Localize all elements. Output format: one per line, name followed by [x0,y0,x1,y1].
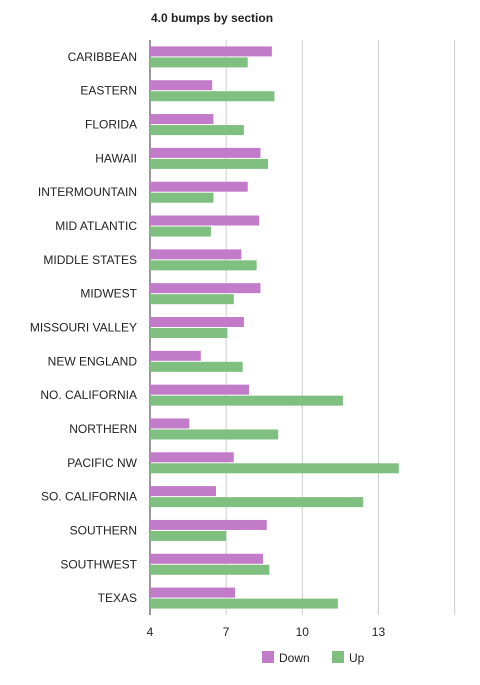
legend-label: Up [349,651,365,665]
bar-down [150,46,272,57]
category-label: NORTHERN [69,422,137,436]
category-label: PACIFIC NW [67,456,137,470]
category-label: MIDDLE STATES [43,253,137,267]
bar-down [150,317,244,327]
category-label: SOUTHERN [70,523,137,537]
bar-up [150,429,279,440]
bar-up [150,57,248,68]
x-tick-label: 7 [223,625,230,639]
x-tick-label: 13 [372,625,386,639]
category-label: SO. CALIFORNIA [41,490,137,504]
bar-up [150,598,338,609]
bar-down [150,587,236,598]
category-label: FLORIDA [85,118,137,132]
bar-up [150,260,257,271]
legend-swatch [262,651,274,663]
category-label: CARIBBEAN [68,50,137,64]
category-label: TEXAS [98,591,137,605]
x-tick-label: 10 [296,625,310,639]
bar-down [150,80,213,91]
bar-down [150,147,261,158]
category-label: MID ATLANTIC [55,219,137,233]
bar-down [150,114,214,125]
bar-down [150,283,261,294]
bar-up [150,530,227,541]
category-label: MISSOURI VALLEY [30,321,137,335]
bar-down [150,418,190,429]
bar-down [150,553,263,564]
bar-down [150,452,234,463]
bar-down [150,384,249,395]
bar-up [150,395,343,406]
category-label: MIDWEST [80,287,137,301]
legend-swatch [332,651,344,663]
category-label: SOUTHWEST [60,557,137,571]
bar-up [150,226,211,237]
legend-label: Down [279,651,310,665]
bar-up [150,158,269,169]
bar-down [150,519,267,530]
category-label: HAWAII [95,151,137,165]
bar-down [150,486,216,497]
bar-down [150,249,242,260]
category-label: NO. CALIFORNIA [40,388,137,402]
bar-up [150,328,228,338]
bar-up [150,497,364,508]
bar-down [150,215,260,226]
x-tick-label: 4 [147,625,154,639]
bar-up [150,361,243,372]
chart-title: 4.0 bumps by section [151,11,274,25]
bar-down [150,181,248,192]
bar-up [150,294,234,305]
bar-up [150,91,275,102]
category-label: NEW ENGLAND [48,354,138,368]
bar-up [150,463,399,474]
category-label: INTERMOUNTAIN [38,185,137,199]
bar-up [150,192,214,203]
bar-up [150,125,244,136]
bar-down [150,350,201,361]
bar-up [150,564,270,575]
category-label: EASTERN [80,84,137,98]
